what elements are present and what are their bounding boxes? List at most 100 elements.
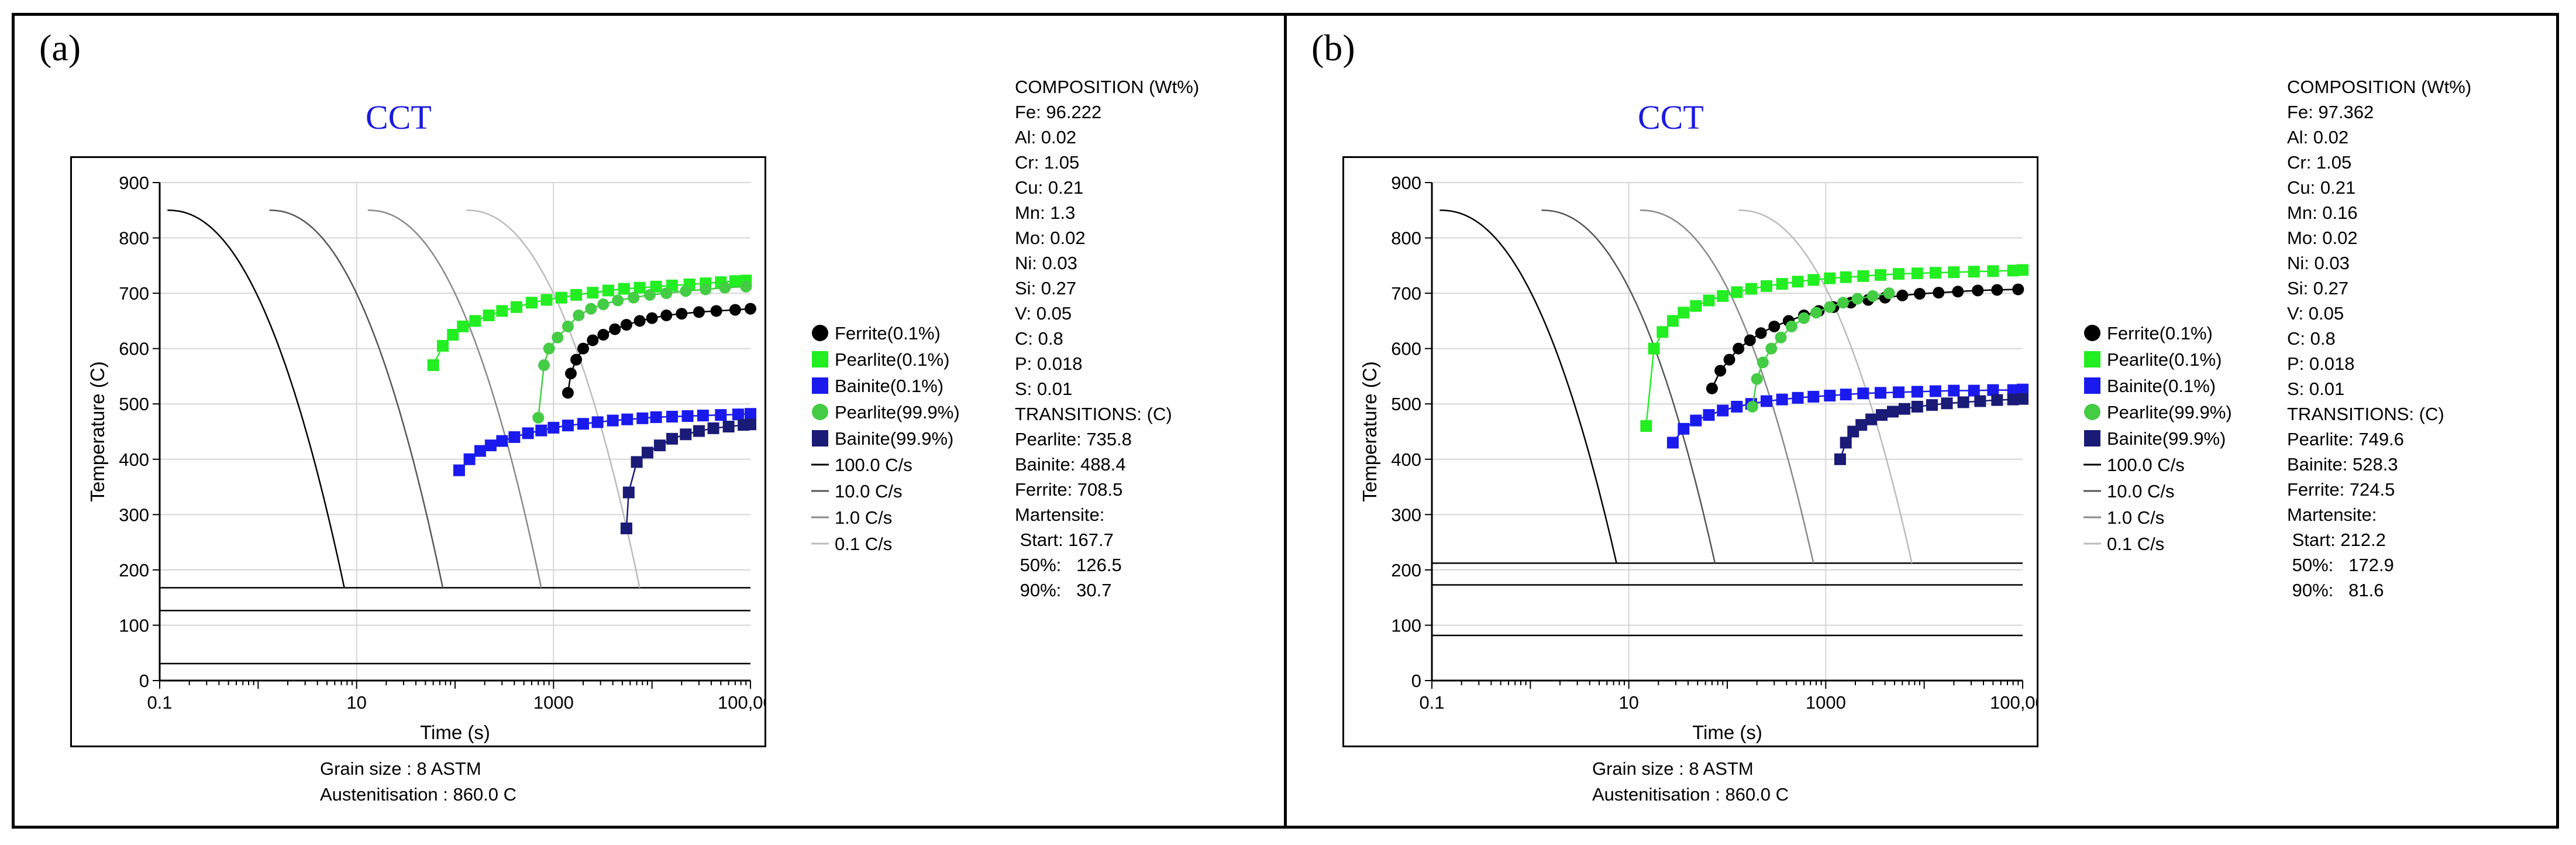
data-point xyxy=(597,298,609,311)
data-point xyxy=(1706,382,1718,394)
data-point xyxy=(1755,327,1767,339)
gridlines xyxy=(160,182,750,681)
data-point xyxy=(745,418,756,431)
data-point xyxy=(693,306,705,318)
data-point xyxy=(1941,397,1953,410)
legend-label: 1.0 C/s xyxy=(835,507,893,528)
composition-line: Ni: 0.03 xyxy=(1015,253,1077,273)
data-point xyxy=(1911,386,1923,398)
line-swatch-icon xyxy=(2083,542,2101,545)
legend-entry: 0.1 C/s xyxy=(810,531,960,557)
data-point xyxy=(620,522,632,534)
data-point xyxy=(618,283,630,295)
data-point xyxy=(1775,331,1787,344)
legend-entry: Ferrite(0.1%) xyxy=(2082,320,2232,346)
data-point xyxy=(612,294,624,307)
data-point xyxy=(633,315,646,327)
x-tick-label: 1000 xyxy=(533,692,574,713)
composition-line: P: 0.018 xyxy=(1015,353,1083,374)
data-point xyxy=(745,303,756,315)
data-point xyxy=(1987,384,1999,396)
y-tick-label: 600 xyxy=(119,339,149,359)
transition-line: 90%: 81.6 xyxy=(2287,580,2384,600)
legend-entry: 10.0 C/s xyxy=(2082,478,2232,504)
composition-line: Cr: 1.05 xyxy=(1015,152,1080,173)
data-point xyxy=(666,432,679,445)
legend: Ferrite(0.1%) Pearlite(0.1%) Bainite(0.1%)… xyxy=(2082,320,2232,557)
transition-line: Martensite: xyxy=(1015,504,1105,525)
data-point xyxy=(680,428,692,441)
y-tick-label: 500 xyxy=(1391,394,1421,414)
y-tick-label: 400 xyxy=(1391,449,1421,470)
data-point xyxy=(555,291,567,304)
legend-entry: 0.1 C/s xyxy=(2082,531,2232,557)
y-tick-label: 900 xyxy=(119,173,149,193)
data-point xyxy=(628,291,640,304)
data-point xyxy=(1887,406,1899,418)
transition-line: Bainite: 528.3 xyxy=(2287,454,2398,475)
data-point xyxy=(1657,326,1669,338)
data-point xyxy=(732,408,744,421)
legend-entry: 10.0 C/s xyxy=(810,478,960,504)
data-point xyxy=(427,359,439,372)
transitions-heading: TRANSITIONS: (C) xyxy=(1015,404,1172,424)
x-tick-label: 100,000 xyxy=(718,692,764,713)
transition-line: Bainite: 488.4 xyxy=(1015,454,1126,475)
composition-line: P: 0.018 xyxy=(2287,353,2355,374)
legend-label: Pearlite(0.1%) xyxy=(835,349,950,370)
data-point xyxy=(660,309,673,321)
data-point xyxy=(1703,409,1715,421)
circle-marker-icon xyxy=(2084,404,2100,420)
data-point xyxy=(1640,420,1652,432)
legend-label: Pearlite(99.9%) xyxy=(835,402,960,422)
legend-label: 10.0 C/s xyxy=(835,481,903,501)
data-point xyxy=(1875,409,1888,421)
data-point xyxy=(1987,265,1999,277)
legend-entry: Pearlite(99.9%) xyxy=(810,399,960,425)
data-point xyxy=(585,303,597,315)
data-point xyxy=(1840,437,1852,449)
legend-label: 100.0 C/s xyxy=(2107,455,2185,475)
data-point xyxy=(621,413,633,425)
data-point xyxy=(532,411,545,424)
data-point xyxy=(729,275,741,287)
data-point xyxy=(508,431,521,443)
legend-entry: 1.0 C/s xyxy=(810,504,960,531)
data-point xyxy=(700,283,712,296)
y-tick-label: 800 xyxy=(119,228,149,249)
data-point xyxy=(697,410,709,422)
data-point xyxy=(620,319,632,331)
data-point xyxy=(570,353,583,366)
data-point xyxy=(650,280,662,293)
data-point xyxy=(1957,396,1969,408)
y-tick-label: 200 xyxy=(1391,560,1421,580)
legend-label: 0.1 C/s xyxy=(835,534,893,554)
data-point xyxy=(1723,353,1735,366)
data-point xyxy=(577,418,590,430)
composition-line: Cu: 0.21 xyxy=(1015,177,1084,198)
data-point xyxy=(562,420,574,432)
data-point xyxy=(1855,419,1868,431)
panel-b: (b) CCT 0 100 200 300 400 500 600 700 800 900 0.1 1… xyxy=(1284,13,2559,829)
austenitisation: Austenitisation : 860.0 C xyxy=(320,784,517,805)
data-point xyxy=(436,339,449,352)
data-point xyxy=(633,281,646,294)
data-point xyxy=(1974,395,1986,407)
transition-line: Ferrite: 708.5 xyxy=(1015,479,1123,500)
y-tick-label: 0 xyxy=(1411,671,1421,691)
transition-line: Pearlite: 735.8 xyxy=(1015,429,1132,449)
series-bainite-0-1- xyxy=(453,408,756,476)
data-point xyxy=(1760,280,1772,292)
data-point xyxy=(722,420,735,432)
cooling-curve xyxy=(1738,209,1913,564)
transition-line: Ferrite: 724.5 xyxy=(2287,479,2395,500)
x-axis-label: Time (s) xyxy=(420,722,490,743)
data-point xyxy=(607,414,619,427)
data-point xyxy=(1690,414,1702,427)
data-point xyxy=(1666,315,1679,327)
data-point xyxy=(1714,365,1727,377)
composition-heading: COMPOSITION (Wt%) xyxy=(1015,77,1200,97)
data-point xyxy=(2007,393,2019,406)
data-point xyxy=(463,453,476,465)
line-swatch-icon xyxy=(811,490,829,492)
